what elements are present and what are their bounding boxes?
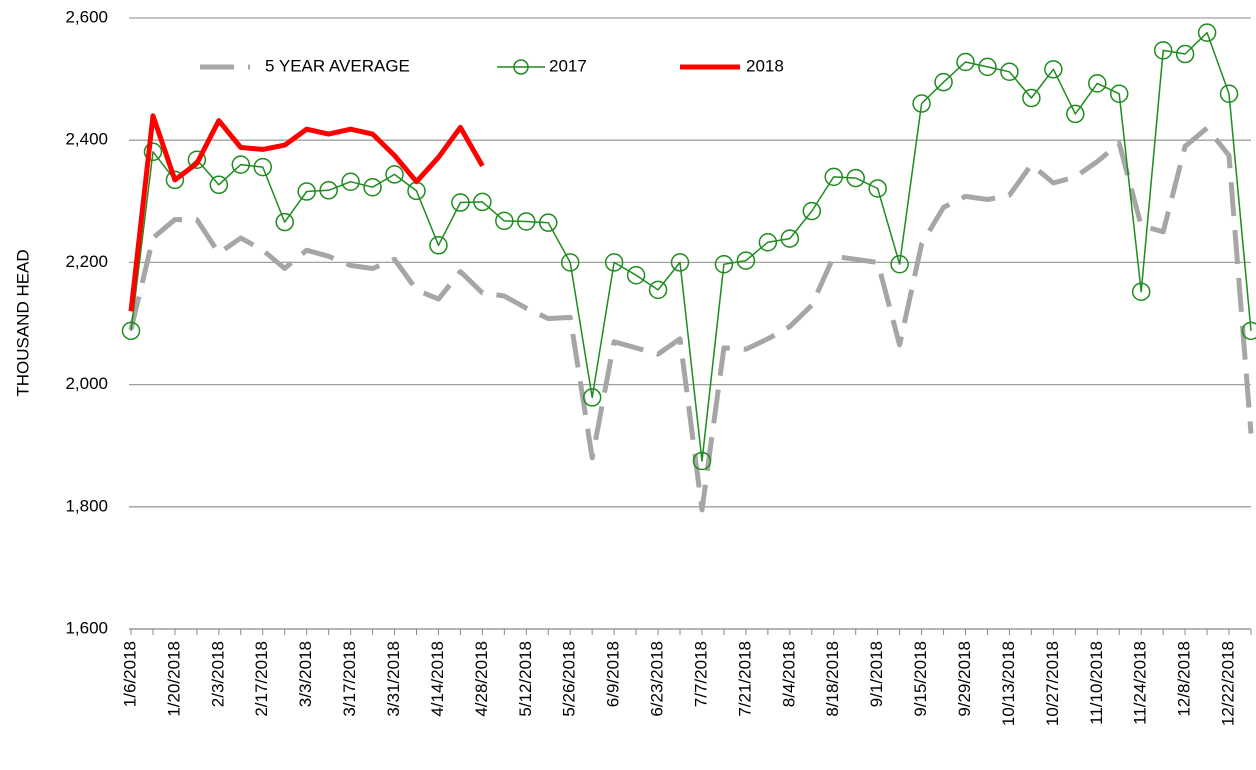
- y-tick-label: 1,800: [65, 496, 108, 515]
- x-tick-label: 4/28/2018: [472, 641, 491, 717]
- x-tick-label: 12/22/2018: [1219, 641, 1238, 726]
- x-tick-label: 7/7/2018: [691, 641, 710, 707]
- x-tick-label: 2/3/2018: [208, 641, 227, 707]
- x-tick-label: 10/27/2018: [1043, 641, 1062, 726]
- x-tick-label: 1/6/2018: [120, 641, 139, 707]
- legend-label: 2017: [549, 56, 587, 75]
- x-tick-label: 12/8/2018: [1175, 641, 1194, 717]
- y-tick-label: 1,600: [65, 618, 108, 637]
- x-tick-label: 10/13/2018: [999, 641, 1018, 726]
- x-tick-label: 6/23/2018: [648, 641, 667, 717]
- series-line: [131, 33, 1251, 461]
- x-tick-label: 3/3/2018: [296, 641, 315, 707]
- x-tick-label: 3/17/2018: [340, 641, 359, 717]
- x-tick-label: 3/31/2018: [384, 641, 403, 717]
- legend-label: 2018: [746, 56, 784, 75]
- y-tick-label: 2,600: [65, 7, 108, 26]
- x-tick-label: 8/18/2018: [823, 641, 842, 717]
- x-tick-label: 6/9/2018: [604, 641, 623, 707]
- x-tick-label: 9/1/2018: [867, 641, 886, 707]
- x-tick-label: 11/24/2018: [1131, 641, 1150, 725]
- x-tick-label: 7/21/2018: [735, 641, 754, 717]
- x-tick-label: 9/15/2018: [911, 641, 930, 717]
- x-tick-label: 11/10/2018: [1087, 641, 1106, 725]
- y-axis-label: THOUSAND HEAD: [13, 249, 32, 396]
- x-tick-label: 8/4/2018: [779, 641, 798, 707]
- series-line: [131, 128, 1251, 510]
- y-tick-label: 2,400: [65, 130, 108, 149]
- x-tick-label: 1/20/2018: [164, 641, 183, 717]
- x-tick-label: 5/12/2018: [516, 641, 535, 717]
- x-tick-label: 4/14/2018: [428, 641, 447, 717]
- series-line: [131, 116, 482, 311]
- y-tick-label: 2,000: [65, 374, 108, 393]
- x-tick-label: 9/29/2018: [955, 641, 974, 717]
- y-tick-label: 2,200: [65, 252, 108, 271]
- legend-label: 5 YEAR AVERAGE: [265, 56, 410, 75]
- x-tick-label: 2/17/2018: [252, 641, 271, 717]
- x-tick-label: 5/26/2018: [560, 641, 579, 717]
